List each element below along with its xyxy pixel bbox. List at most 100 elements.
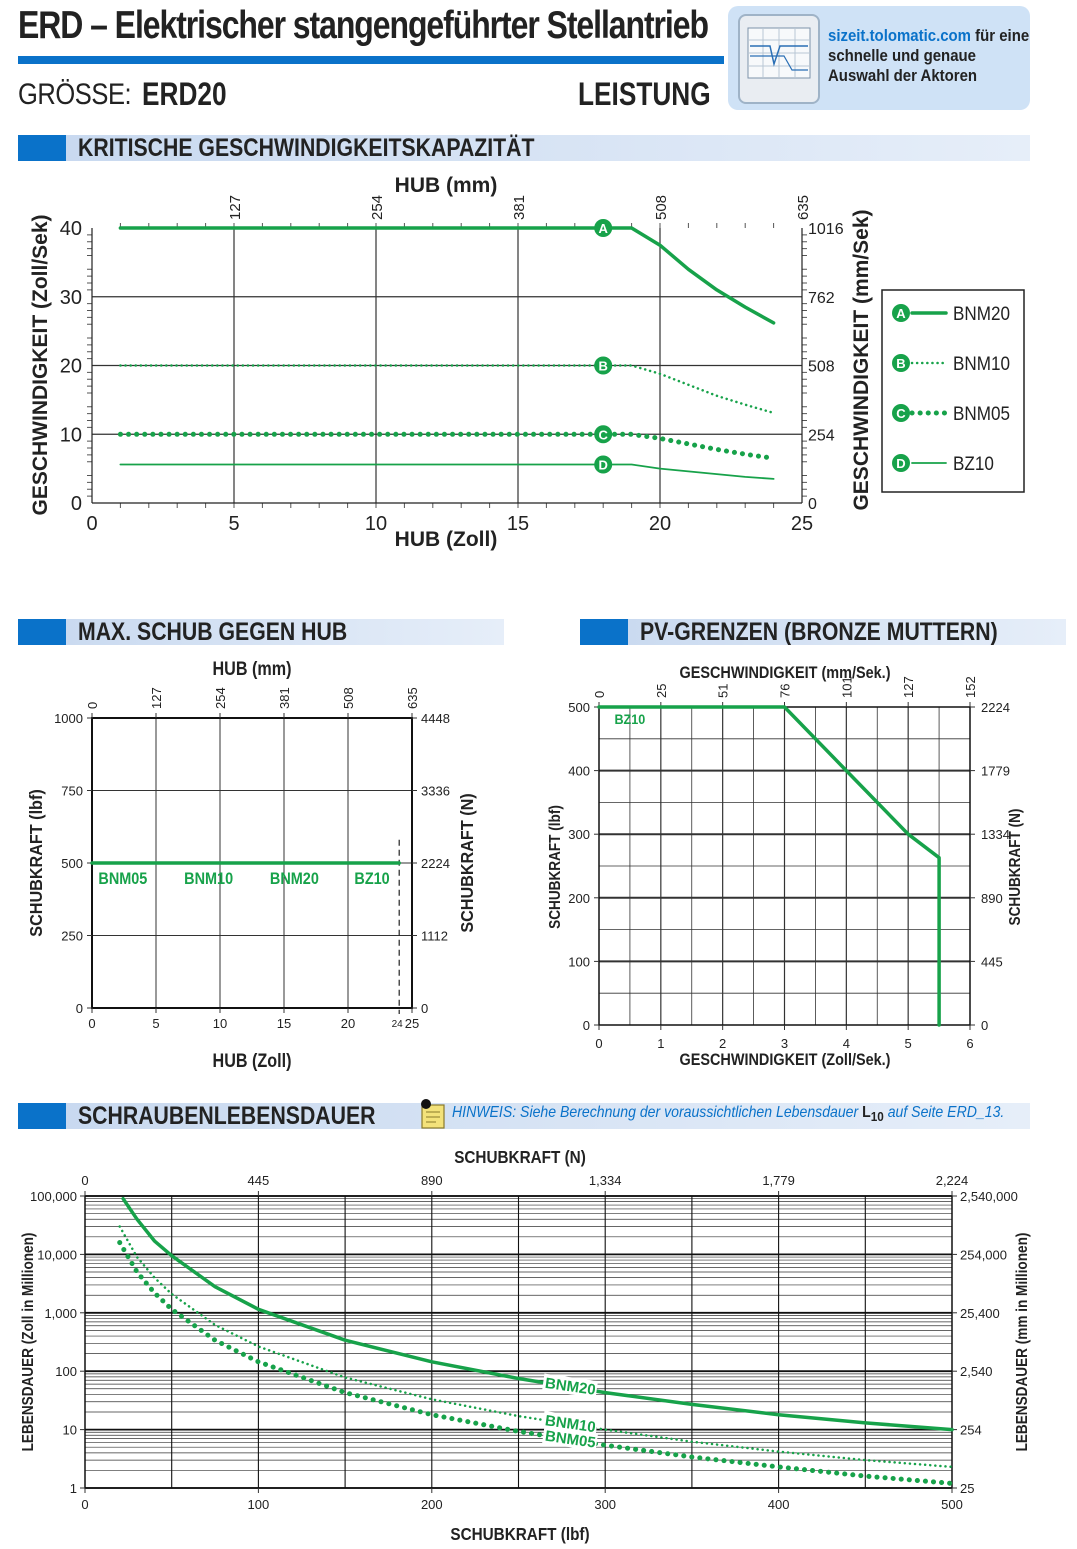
x2-tick-label: 101 xyxy=(839,676,854,698)
legend-label-bz10: BZ10 xyxy=(953,453,994,474)
section-header-thrust: MAX. SCHUB GEGEN HUB xyxy=(18,618,504,646)
y-tick-label: 10 xyxy=(63,1423,77,1438)
y2-tick-label: 254,000 xyxy=(960,1247,1007,1262)
y-tick-label: 100 xyxy=(55,1364,77,1379)
y-tick-label: 0 xyxy=(71,493,82,515)
x-tick-label: 6 xyxy=(966,1036,973,1051)
x-tick-label: 15 xyxy=(507,513,529,535)
stroke-limit-label: 24 xyxy=(392,1019,404,1030)
y-axis-title: GESCHWINDIGKEIT (Zoll/Sek) xyxy=(29,214,52,515)
legend-marker-bnm20 xyxy=(892,304,910,322)
promo-url-link[interactable]: sizeit.tolomatic.com xyxy=(828,26,971,45)
x-tick-label: 20 xyxy=(649,513,671,535)
note-text: HINWEIS: Siehe Berechnung der voraussich… xyxy=(452,1104,1005,1125)
x2-tick-label: 127 xyxy=(227,195,244,220)
y2-tick-label: 254 xyxy=(960,1423,982,1438)
plot-frame xyxy=(84,1195,953,1489)
chart-icon xyxy=(738,14,820,104)
x2-tick-label: 254 xyxy=(369,195,386,220)
x-tick-label: 500 xyxy=(941,1497,963,1512)
x-axis-title: HUB (Zoll) xyxy=(395,528,498,551)
x2-tick-label: 508 xyxy=(653,195,670,220)
y-tick-label: 40 xyxy=(60,218,82,240)
x-tick-label: 20 xyxy=(341,1016,355,1031)
screw-life-chart: 0 100 200 300 400 500 0 445 890 1,334 1,779 2,224 1 1… xyxy=(20,1147,1031,1544)
promo-text[interactable]: sizeit.tolomatic.com für eine schnelle u… xyxy=(828,26,1030,86)
y-tick-label: 100 xyxy=(568,954,590,969)
promo-description: für eine schnelle und genaue Auswahl der… xyxy=(828,26,1030,85)
x-tick-label: 400 xyxy=(768,1497,790,1512)
y2-tick-label: 254 xyxy=(808,427,835,444)
x-tick-label: 3 xyxy=(781,1036,788,1051)
y2-tick-label: 0 xyxy=(808,496,817,513)
section-title: MAX. SCHUB GEGEN HUB xyxy=(78,618,348,646)
series-label-bg xyxy=(542,1426,598,1451)
series-marker-bnm10-letter: B xyxy=(599,359,608,374)
legend-marker-bz10-letter: D xyxy=(896,456,905,471)
x2-tick-label: 127 xyxy=(901,676,916,698)
series-label-bz10: BZ10 xyxy=(354,870,390,888)
y-tick-label: 10,000 xyxy=(37,1247,77,1262)
section-heading: LEISTUNG xyxy=(578,76,711,112)
note-icon xyxy=(418,1098,450,1135)
x-axis-title: SCHUBKRAFT (lbf) xyxy=(450,1524,589,1544)
x-tick-label: 1 xyxy=(657,1036,664,1051)
legend-label-bnm10: BNM10 xyxy=(953,353,1010,374)
y-tick-label: 250 xyxy=(61,929,83,944)
x-tick-label: 0 xyxy=(88,1016,95,1031)
x2-tick-label: 381 xyxy=(277,687,292,709)
series-label-bg xyxy=(542,1373,598,1398)
x2-tick-label: 0 xyxy=(85,702,100,709)
y2-tick-label: 2,540,000 xyxy=(960,1189,1018,1204)
pv-limits-chart: 0 1 2 3 4 5 60 25 51 76 101 127 15201002003004005000… xyxy=(547,664,1024,1069)
x-tick-label: 200 xyxy=(421,1497,443,1512)
y2-tick-label: 1112 xyxy=(421,929,448,944)
section-title: KRITISCHE GESCHWINDIGKEITSKAPAZITÄT xyxy=(78,134,535,162)
y2-tick-label: 1779 xyxy=(981,764,1010,779)
series-marker-bnm05 xyxy=(594,425,613,444)
y-tick-label: 200 xyxy=(568,891,590,906)
x2-tick-label: 127 xyxy=(149,687,164,709)
x2-tick-label: 0 xyxy=(592,691,607,698)
y2-tick-label: 762 xyxy=(808,290,835,307)
y-tick-label: 30 xyxy=(60,287,82,309)
series-marker-bnm05-letter: C xyxy=(599,427,609,442)
x-tick-label: 100 xyxy=(248,1497,270,1512)
series-line-bz10 xyxy=(119,463,775,480)
y-tick-label: 1,000 xyxy=(44,1306,77,1321)
size-label: GRÖSSE: xyxy=(18,78,132,111)
section-header-screw-life: SCHRAUBENLEBENSDAUER xyxy=(18,1102,1030,1130)
legend-marker-bz10 xyxy=(892,454,910,472)
y2-tick-label: 0 xyxy=(421,1001,428,1016)
x2-axis-title: HUB (mm) xyxy=(213,658,292,680)
thrust-chart: 0 5 10 15 20 250 127 254 381 508 63502505007501000… xyxy=(26,658,477,1072)
y-axis-title: SCHUBKRAFT (lbf) xyxy=(547,805,564,929)
x-tick-label: 5 xyxy=(152,1016,159,1031)
legend-marker-bnm05 xyxy=(892,404,910,422)
x2-tick-label: 25 xyxy=(654,684,669,698)
x-tick-label: 0 xyxy=(81,1497,88,1512)
x2-tick-label: 635 xyxy=(405,687,420,709)
x-tick-label: 5 xyxy=(228,513,239,535)
series-label-bz10: BZ10 xyxy=(614,711,645,727)
x-tick-label: 15 xyxy=(277,1016,291,1031)
x-tick-label: 10 xyxy=(213,1016,227,1031)
y-tick-label: 300 xyxy=(568,827,590,842)
y-tick-label: 10 xyxy=(60,424,82,446)
y2-tick-label: 0 xyxy=(981,1018,988,1033)
series-marker-bnm10 xyxy=(594,356,613,375)
series-marker-bz10-letter: D xyxy=(599,458,608,473)
x2-axis-title: HUB (mm) xyxy=(395,174,498,197)
section-title: SCHRAUBENLEBENSDAUER xyxy=(78,1102,376,1130)
x-tick-label: 0 xyxy=(86,513,97,535)
x2-tick-label: 254 xyxy=(213,687,228,709)
x2-tick-label: 1,779 xyxy=(762,1173,795,1188)
x-tick-label: 10 xyxy=(365,513,387,535)
series-marker-bnm20 xyxy=(594,219,613,237)
legend-label-bnm20: BNM20 xyxy=(953,303,1010,324)
x2-axis-title: GESCHWINDIGKEIT (mm/Sek.) xyxy=(679,664,890,682)
y-tick-label: 400 xyxy=(568,764,590,779)
title-underline xyxy=(18,56,724,64)
y2-axis-title: SCHUBKRAFT (N) xyxy=(457,793,477,932)
y2-tick-label: 1334 xyxy=(981,827,1010,842)
